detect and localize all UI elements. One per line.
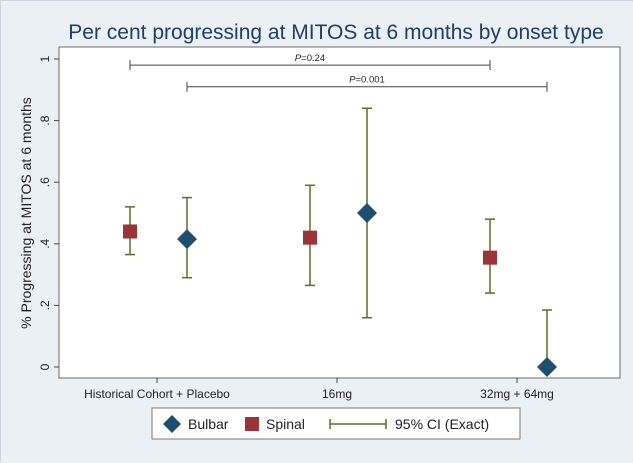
y-tick-label: 0 [38,363,52,370]
legend-label: 95% CI (Exact) [395,416,489,432]
p-value-label: P=0.24 [295,53,325,64]
chart-title: Per cent progressing at MITOS at 6 month… [68,21,603,44]
y-tick-label: .2 [38,300,52,310]
point-spinal-2 [483,251,497,265]
plot-area [59,47,620,378]
legend-item-0: Bulbar [163,415,229,433]
x-tick-label: Historical Cohort + Placebo [84,387,230,401]
legend-symbol-square [245,417,259,431]
y-tick-label: .4 [38,238,52,248]
x-tick-label: 16mg [322,387,352,401]
legend-label: Bulbar [188,416,229,432]
point-spinal-1 [303,231,317,245]
x-tick-label: 32mg + 64mg [480,387,554,401]
legend-item-1: Spinal [245,416,305,432]
y-tick-label: .6 [38,177,52,187]
y-tick-label: 1 [38,55,52,62]
point-spinal-0 [123,224,137,238]
legend: Bulbar Spinal 95% CI (Exact) [152,408,520,439]
y-axis-label: % Progressing at MITOS at 6 months [18,97,34,329]
legend-label: Spinal [266,416,305,432]
y-tick-label: .8 [38,115,52,125]
p-value-label: P=0.001 [349,75,385,86]
